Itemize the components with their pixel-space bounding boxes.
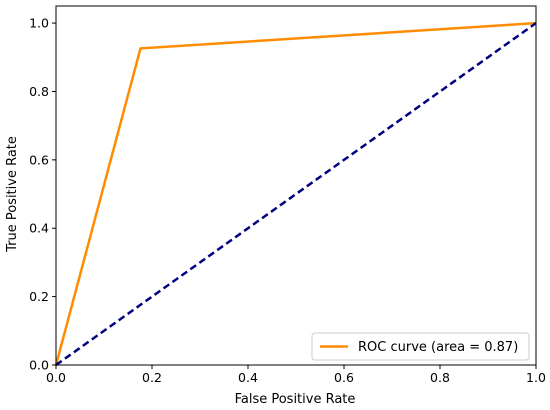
y-tick-label: 0.4 [29, 221, 49, 236]
plot-frame [55, 5, 537, 366]
y-tick-label: 0.6 [29, 152, 49, 167]
x-tick-label: 0.8 [430, 370, 450, 385]
x-tick-label: 0.4 [238, 370, 258, 385]
x-axis-label: False Positive Rate [235, 392, 356, 407]
roc-curve-line [54, 21, 537, 366]
y-tick-label: 0.8 [29, 84, 49, 99]
y-tick-label: 1.0 [29, 16, 49, 31]
x-tick-label: 0.2 [142, 370, 162, 385]
legend-label: ROC curve (area = 0.87) [358, 340, 518, 355]
legend-box [311, 332, 530, 361]
y-tick-label: 0.2 [29, 289, 49, 304]
y-tick-label: 0.0 [29, 358, 49, 373]
chance-diagonal-line [55, 22, 537, 367]
x-tick-label: 1.0 [526, 370, 546, 385]
x-tick-label: 0.6 [334, 370, 354, 385]
x-tick-label: 0.0 [46, 370, 66, 385]
y-axis-label: True Positive Rate [5, 136, 20, 253]
plot-area: 0.0 0.2 0.4 0.6 0.8 1.0 0.0 0.2 0.4 0.6 0.8 1.0 [29, 5, 546, 385]
legend: ROC curve (area = 0.87) [311, 332, 530, 361]
